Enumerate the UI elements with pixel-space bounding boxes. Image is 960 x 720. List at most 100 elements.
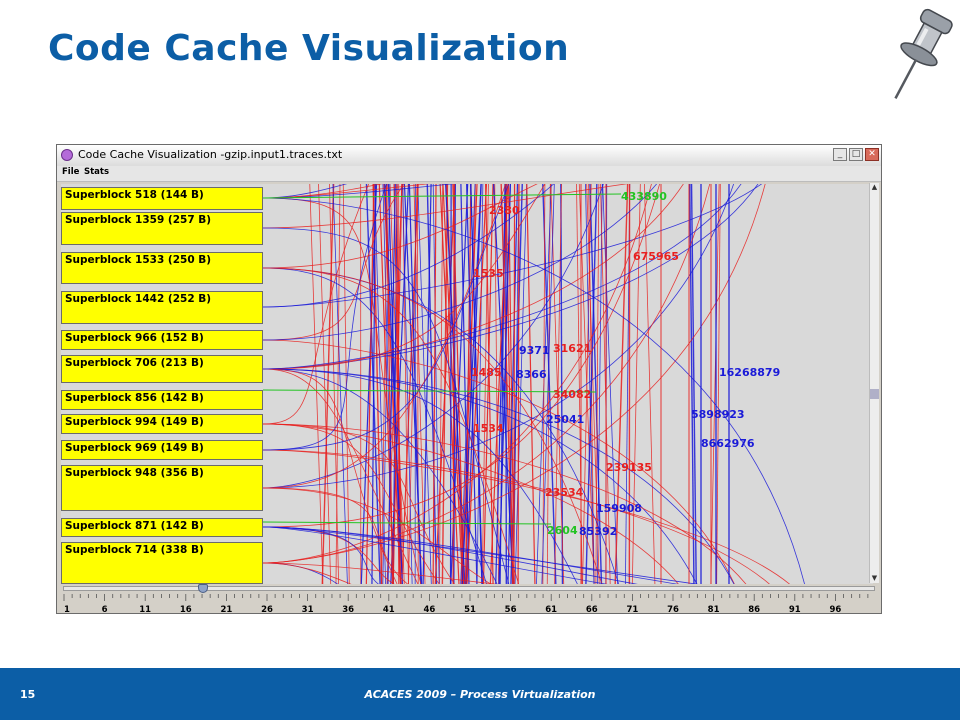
superblock-518[interactable]: Superblock 518 (144 B) — [61, 187, 263, 210]
trace-link-green — [262, 389, 597, 393]
superblock-label: Superblock 969 (149 B) — [65, 442, 204, 454]
trace-link-green — [262, 521, 552, 525]
trace-count-label: 5898923 — [691, 408, 745, 421]
superblock-label: Superblock 966 (152 B) — [65, 332, 204, 344]
scroll-down-icon[interactable]: ▼ — [871, 574, 878, 582]
superblock-label: Superblock 1533 (250 B) — [65, 254, 212, 266]
visualization-canvas[interactable]: 433890 675965 9371 31621 8366 16268879 34082 58… — [61, 184, 873, 584]
trace-line — [318, 184, 332, 584]
superblock-948[interactable]: Superblock 948 (356 B) — [61, 465, 263, 511]
trace-arc — [262, 267, 603, 584]
trace-arc — [262, 423, 679, 584]
trace-arc — [262, 197, 422, 584]
trace-line — [466, 184, 478, 584]
superblock-label: Superblock 994 (149 B) — [65, 416, 204, 428]
superblock-label: Superblock 518 (144 B) — [65, 189, 204, 201]
time-slider[interactable]: 1 6 11 16 21 26 31 36 41 46 51 56 61 66 71 76 81 86 91 96 — [61, 584, 877, 613]
trace-line — [513, 184, 516, 584]
trace-count-label: 25041 — [546, 413, 584, 426]
trace-arc — [262, 368, 698, 584]
trace-line — [422, 184, 432, 584]
trace-line — [586, 184, 600, 584]
minimize-icon[interactable]: _ — [833, 148, 847, 161]
trace-line — [335, 184, 341, 584]
superblock-714[interactable]: Superblock 714 (338 B) — [61, 542, 263, 584]
superblock-706[interactable]: Superblock 706 (213 B) — [61, 355, 263, 383]
trace-line — [526, 184, 536, 584]
superblock-1442[interactable]: Superblock 1442 (252 B) — [61, 291, 263, 324]
slider-tick-label: 96 — [829, 605, 841, 613]
superblock-856[interactable]: Superblock 856 (142 B) — [61, 390, 263, 410]
superblock-994[interactable]: Superblock 994 (149 B) — [61, 414, 263, 434]
trace-arc — [262, 184, 555, 308]
superblock-871[interactable]: Superblock 871 (142 B) — [61, 518, 263, 537]
trace-arc — [262, 449, 791, 584]
trace-count-label: 239135 — [606, 461, 652, 474]
trace-count-label: 675965 — [633, 250, 679, 263]
scrollbar-thumb[interactable] — [870, 389, 879, 399]
trace-line — [309, 184, 324, 584]
superblock-label: Superblock 1442 (252 B) — [65, 293, 212, 305]
superblock-1359[interactable]: Superblock 1359 (257 B) — [61, 212, 263, 245]
trace-arc — [262, 184, 546, 370]
trace-line — [321, 184, 335, 584]
superblock-966[interactable]: Superblock 966 (152 B) — [61, 330, 263, 350]
trace-line — [505, 184, 514, 584]
trace-count-label: 23534 — [545, 486, 584, 499]
trace-count-label: 433890 — [621, 190, 667, 203]
trace-arc — [262, 423, 440, 584]
trace-count-label: 2380 — [489, 204, 520, 217]
slider-tick-label: 1 — [64, 605, 70, 613]
scroll-up-icon[interactable]: ▲ — [871, 183, 878, 191]
trace-line — [596, 184, 603, 584]
trace-arc — [262, 184, 431, 199]
app-icon — [61, 149, 73, 161]
trace-arc — [262, 184, 510, 451]
vertical-scrollbar[interactable]: ▲ ▼ — [869, 183, 879, 583]
trace-count-label: 159908 — [596, 502, 642, 515]
slider-ticks: 1 6 11 16 21 26 31 36 41 46 51 56 61 66 71 76 81 86 91 96 — [63, 594, 869, 613]
trace-lines: 433890 675965 9371 31621 8366 16268879 34082 58… — [262, 184, 805, 584]
superblock-label: Superblock 706 (213 B) — [65, 357, 204, 369]
trace-line — [644, 184, 656, 584]
slider-tick-label: 66 — [586, 605, 598, 613]
trace-line — [507, 184, 519, 584]
trace-line — [439, 184, 444, 584]
trace-line — [541, 184, 555, 584]
trace-arc — [262, 184, 538, 269]
trace-arc — [262, 184, 370, 425]
trace-arc — [262, 184, 684, 370]
trace-line — [329, 184, 340, 584]
trace-line — [498, 184, 512, 584]
trace-arc — [262, 526, 608, 584]
window-titlebar[interactable]: Code Cache Visualization -gzip.input1.tr… — [57, 145, 881, 167]
trace-arc — [262, 562, 352, 584]
superblock-969[interactable]: Superblock 969 (149 B) — [61, 440, 263, 460]
trace-line — [507, 184, 515, 584]
trace-line — [332, 184, 348, 584]
maximize-icon[interactable]: □ — [849, 148, 863, 161]
trace-line — [460, 184, 470, 584]
trace-line — [514, 184, 528, 584]
trace-arc — [262, 184, 734, 489]
trace-line — [465, 184, 482, 584]
menu-file[interactable]: File — [62, 167, 80, 177]
slider-thumb[interactable] — [198, 584, 208, 593]
menu-stats[interactable]: Stats — [84, 167, 110, 177]
trace-arc — [262, 184, 652, 564]
superblock-1533[interactable]: Superblock 1533 (250 B) — [61, 252, 263, 284]
trace-count-label: 1535 — [473, 267, 504, 280]
trace-line — [589, 184, 603, 584]
trace-line — [489, 184, 509, 584]
slider-tick-label: 76 — [667, 605, 679, 613]
trace-arc — [262, 184, 383, 199]
trace-count-label: 85392 — [579, 525, 617, 538]
slider-tick-label: 71 — [626, 605, 638, 613]
trace-arc — [262, 184, 388, 451]
trace-line — [461, 184, 478, 584]
trace-arc — [262, 184, 657, 341]
slider-track[interactable] — [63, 586, 875, 591]
close-icon[interactable]: ✕ — [865, 148, 879, 161]
trace-arc — [262, 184, 455, 199]
trace-arc — [262, 184, 604, 489]
